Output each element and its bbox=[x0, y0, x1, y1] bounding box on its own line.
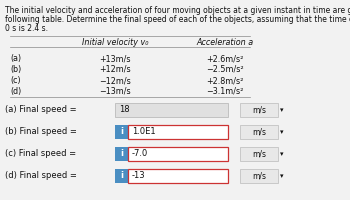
Text: 1.0E1: 1.0E1 bbox=[132, 128, 156, 136]
Text: m/s: m/s bbox=[252, 106, 266, 114]
Text: 0 s is 2.4 s.: 0 s is 2.4 s. bbox=[5, 24, 48, 33]
FancyBboxPatch shape bbox=[115, 147, 128, 161]
Text: i: i bbox=[120, 150, 123, 158]
Text: +2.6m/s²: +2.6m/s² bbox=[206, 54, 244, 63]
FancyBboxPatch shape bbox=[115, 103, 228, 117]
Text: +12m/s: +12m/s bbox=[99, 65, 131, 74]
Text: ▾: ▾ bbox=[280, 107, 284, 113]
Text: (b) Final speed =: (b) Final speed = bbox=[5, 128, 77, 136]
Text: Initial velocity v₀: Initial velocity v₀ bbox=[82, 38, 148, 47]
FancyBboxPatch shape bbox=[128, 169, 228, 183]
Text: −3.1m/s²: −3.1m/s² bbox=[206, 87, 244, 96]
Text: i: i bbox=[120, 171, 123, 180]
Text: (c): (c) bbox=[10, 76, 21, 85]
Text: (d) Final speed =: (d) Final speed = bbox=[5, 171, 77, 180]
Text: −12m/s: −12m/s bbox=[99, 76, 131, 85]
Text: m/s: m/s bbox=[252, 171, 266, 180]
Text: (c) Final speed =: (c) Final speed = bbox=[5, 150, 76, 158]
Text: (d): (d) bbox=[10, 87, 21, 96]
Text: m/s: m/s bbox=[252, 128, 266, 136]
FancyBboxPatch shape bbox=[115, 169, 128, 183]
Text: -13: -13 bbox=[132, 171, 146, 180]
Text: (a): (a) bbox=[10, 54, 21, 63]
Text: The initial velocity and acceleration of four moving objects at a given instant : The initial velocity and acceleration of… bbox=[5, 6, 350, 15]
Text: ▾: ▾ bbox=[280, 129, 284, 135]
Text: Acceleration a: Acceleration a bbox=[196, 38, 253, 47]
FancyBboxPatch shape bbox=[115, 125, 128, 139]
FancyBboxPatch shape bbox=[240, 169, 278, 183]
FancyBboxPatch shape bbox=[240, 103, 278, 117]
FancyBboxPatch shape bbox=[240, 147, 278, 161]
Text: following table. Determine the final speed of each of the objects, assuming that: following table. Determine the final spe… bbox=[5, 15, 350, 24]
Text: (a) Final speed =: (a) Final speed = bbox=[5, 106, 77, 114]
FancyBboxPatch shape bbox=[128, 125, 228, 139]
Text: i: i bbox=[120, 128, 123, 136]
Text: (b): (b) bbox=[10, 65, 21, 74]
FancyBboxPatch shape bbox=[240, 125, 278, 139]
Text: -7.0: -7.0 bbox=[132, 150, 148, 158]
Text: +2.8m/s²: +2.8m/s² bbox=[206, 76, 244, 85]
Text: −2.5m/s²: −2.5m/s² bbox=[206, 65, 244, 74]
Text: 18: 18 bbox=[119, 106, 130, 114]
Text: +13m/s: +13m/s bbox=[99, 54, 131, 63]
Text: ▾: ▾ bbox=[280, 151, 284, 157]
Text: m/s: m/s bbox=[252, 150, 266, 158]
Text: ▾: ▾ bbox=[280, 173, 284, 179]
Text: −13m/s: −13m/s bbox=[99, 87, 131, 96]
FancyBboxPatch shape bbox=[128, 147, 228, 161]
